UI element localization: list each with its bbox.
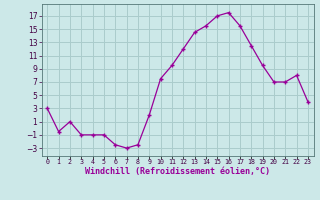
X-axis label: Windchill (Refroidissement éolien,°C): Windchill (Refroidissement éolien,°C) — [85, 167, 270, 176]
